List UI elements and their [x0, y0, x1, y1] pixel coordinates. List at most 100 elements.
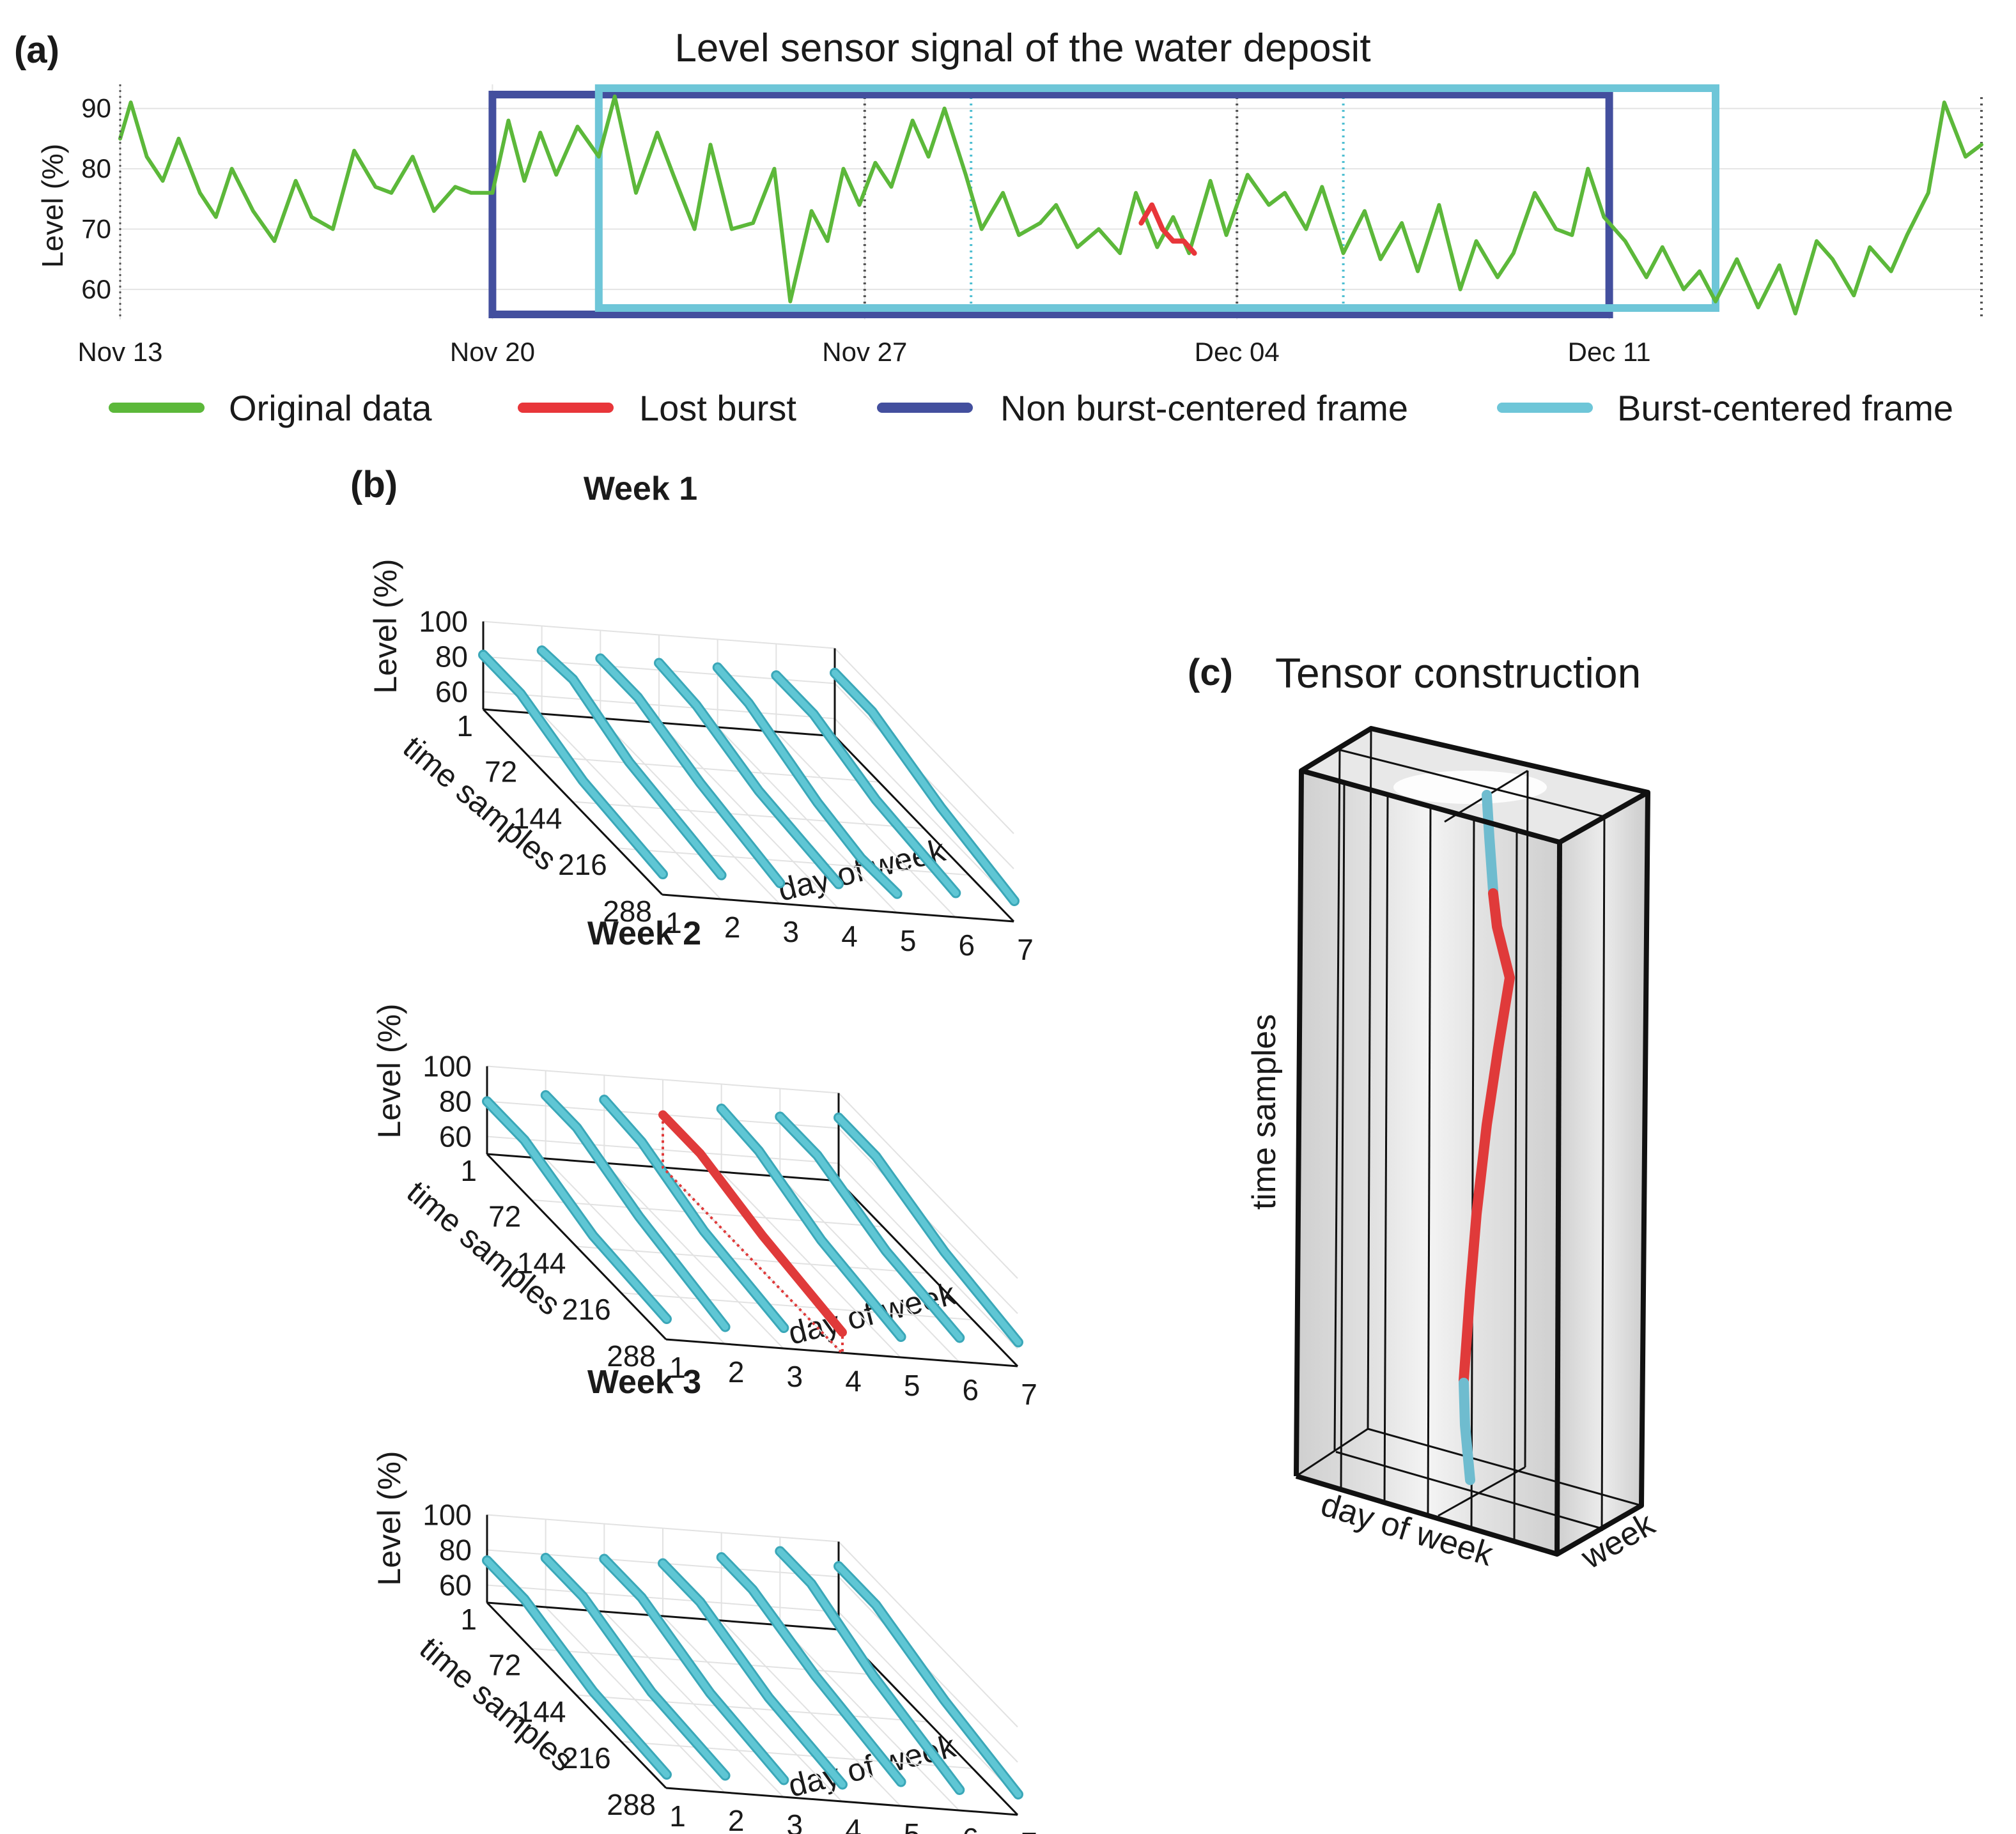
point-original-49 — [1018, 234, 1020, 236]
panel-a-label: (a) — [14, 29, 59, 71]
x-tick-0: Nov 13 — [77, 337, 162, 367]
day-tick-2: 2 — [728, 1355, 745, 1389]
day-tick-7: 7 — [1017, 933, 1034, 966]
day-tick-6: 6 — [963, 1822, 979, 1834]
day-tick-4: 4 — [845, 1364, 862, 1398]
z-tick-100: 100 — [423, 1050, 472, 1083]
point-original-50 — [1039, 222, 1041, 224]
profile-day-4 — [660, 1560, 846, 1788]
x-axis-line — [665, 1338, 1018, 1368]
week-3-plot: Week 3 Level (%) time samples day of wee… — [371, 1364, 1037, 1834]
week-1-title: Week 1 — [584, 470, 697, 507]
point-original-28 — [635, 192, 637, 194]
side-grid-z-60 — [838, 1162, 1018, 1350]
point-original-57 — [1172, 216, 1174, 219]
point-original-76 — [1533, 192, 1536, 194]
profile-day-3 — [601, 1097, 787, 1331]
time-tick-288: 288 — [607, 1788, 656, 1821]
time-tick-216: 216 — [562, 1741, 611, 1775]
floor-grid-t-144 — [572, 801, 924, 829]
panel-a-series — [118, 94, 1983, 316]
profile-day-6 — [777, 1113, 963, 1341]
point-original-31 — [694, 227, 696, 230]
panel-b: (b) Week 1 Level (%) time samples day of… — [350, 464, 1037, 1834]
point-original-74 — [1496, 276, 1499, 279]
series-original-data — [118, 94, 1983, 316]
side-grid-z-60 — [838, 1611, 1018, 1798]
point-original-81 — [1624, 240, 1627, 242]
day-tick-5: 5 — [904, 1369, 920, 1402]
point-original-12 — [332, 227, 334, 230]
point-lost-0 — [1140, 222, 1142, 224]
point-original-96 — [1906, 234, 1909, 236]
point-original-98 — [1943, 101, 1946, 104]
point-original-26 — [598, 155, 600, 158]
point-original-51 — [1055, 204, 1057, 206]
z-tick-80: 80 — [435, 640, 468, 674]
time-tick-72: 72 — [485, 755, 517, 789]
x-axis-line — [662, 893, 1014, 923]
point-original-61 — [1246, 174, 1249, 176]
point-original-64 — [1305, 227, 1307, 230]
tensor-cube — [1294, 726, 1650, 1557]
day-tick-3: 3 — [783, 915, 800, 948]
day-tick-1: 1 — [669, 1799, 686, 1833]
side-grid-z-100 — [838, 1541, 1018, 1728]
legend-label-original: Original data — [229, 388, 432, 428]
x-tick-4: Dec 11 — [1568, 337, 1651, 367]
fiber-missing-segment — [1459, 888, 1515, 1385]
day-tick-2: 2 — [724, 911, 741, 944]
side-grid-z-60 — [834, 718, 1014, 905]
profile-day-7 — [835, 1563, 1021, 1798]
point-original-15 — [390, 192, 392, 194]
point-original-94 — [1868, 246, 1871, 249]
profile-day-3 — [601, 1555, 787, 1784]
point-original-22 — [523, 180, 525, 182]
week-2-zlabel: Level (%) — [371, 1003, 407, 1138]
point-original-93 — [1852, 294, 1855, 297]
profile-day-5 — [718, 1554, 904, 1785]
point-original-34 — [752, 222, 754, 224]
point-original-68 — [1379, 258, 1382, 261]
point-original-11 — [311, 216, 313, 219]
point-lost-1 — [1151, 204, 1153, 206]
profile-day-2 — [542, 1555, 729, 1779]
point-original-67 — [1363, 210, 1366, 212]
legend-label-lost-burst: Lost burst — [639, 388, 796, 428]
profile-day-3 — [597, 655, 784, 886]
time-tick-216: 216 — [562, 1293, 611, 1326]
point-original-44 — [927, 155, 930, 158]
point-original-5 — [199, 192, 201, 194]
point-original-48 — [1002, 192, 1004, 194]
point-original-88 — [1757, 306, 1760, 309]
day-tick-5: 5 — [904, 1817, 920, 1834]
y-axis-line — [486, 1153, 667, 1341]
point-original-80 — [1602, 216, 1605, 219]
point-original-19 — [470, 192, 472, 194]
week-2-plot: Week 2 Level (%) time samples day of wee… — [371, 915, 1037, 1411]
frame-non-burst-centered — [488, 91, 1613, 318]
point-original-79 — [1586, 167, 1589, 170]
x-tick-2: Nov 27 — [822, 337, 907, 367]
day-tick-7: 7 — [1021, 1826, 1037, 1834]
point-original-97 — [1927, 192, 1930, 194]
point-original-25 — [577, 125, 579, 128]
legend-label-burst-frame: Burst-centered frame — [1617, 388, 1953, 428]
panel-a-axes: 60 70 80 90 Nov 13 Nov 20 Nov 27 Dec 04 Dec 11 — [77, 84, 1651, 367]
point-original-32 — [709, 143, 712, 146]
point-original-39 — [842, 167, 845, 170]
floor-grid-t-72 — [527, 754, 880, 783]
y-axis-line — [482, 708, 663, 896]
panel-a-grid — [120, 84, 1983, 320]
profile-day-4 — [656, 659, 842, 888]
side-grid-z-100 — [834, 647, 1014, 835]
panel-c-axis-time: time samples — [1246, 1014, 1283, 1210]
x-axis-line — [665, 1787, 1018, 1816]
point-original-65 — [1321, 185, 1323, 188]
week-1-zlabel: Level (%) — [368, 559, 403, 693]
day-tick-4: 4 — [841, 920, 858, 953]
y-tick-90: 90 — [81, 93, 111, 123]
z-tick-100: 100 — [419, 605, 468, 638]
point-original-90 — [1794, 312, 1797, 315]
